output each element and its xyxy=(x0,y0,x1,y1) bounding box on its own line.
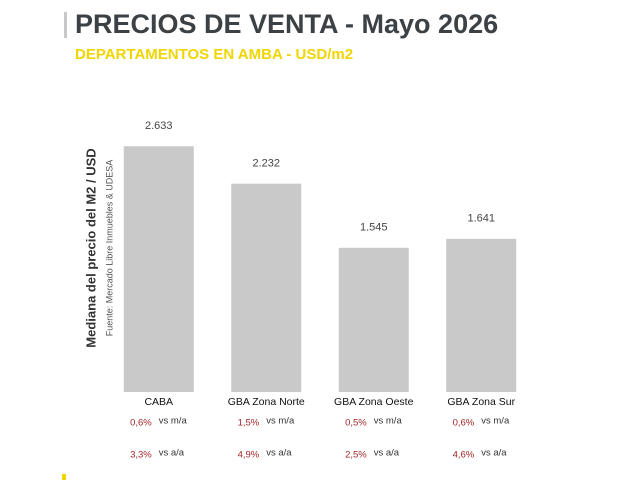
x-tick-label: GBA Zona Sur xyxy=(447,396,515,408)
mom-value: 1,5% xyxy=(238,418,260,429)
x-tick-label: GBA Zona Oeste xyxy=(334,396,414,408)
x-tick-label: CABA xyxy=(144,396,173,408)
yoy-value: 4,6% xyxy=(453,450,475,461)
title-marker xyxy=(64,12,67,38)
mom-label: vs m/a xyxy=(481,416,510,427)
source: Fuente: Mercado Libre Inmuebles & UDESA xyxy=(104,160,114,337)
mom-value: 0,5% xyxy=(345,418,367,429)
mom-label: vs m/a xyxy=(266,416,295,427)
yoy-value: 4,9% xyxy=(238,450,260,461)
yoy-value: 3,3% xyxy=(130,450,152,461)
value-label: 2.633 xyxy=(145,120,173,132)
x-tick-label: GBA Zona Norte xyxy=(228,396,305,408)
yoy-label: vs a/a xyxy=(481,448,507,459)
bar xyxy=(338,247,409,392)
mom-label: vs m/a xyxy=(374,416,403,427)
mom-value: 0,6% xyxy=(130,418,152,429)
mom-value: 0,6% xyxy=(453,418,475,429)
bar xyxy=(123,146,194,392)
y-axis-label: Mediana del precio del M2 / USD xyxy=(83,148,98,347)
mom-label: vs m/a xyxy=(159,416,188,427)
bar xyxy=(231,183,302,392)
value-label: 2.232 xyxy=(252,158,280,170)
footnote-marker xyxy=(62,474,66,480)
yoy-label: vs a/a xyxy=(266,448,292,459)
yoy-value: 2,5% xyxy=(345,450,367,461)
chart-title: PRECIOS DE VENTA - Mayo 2026 xyxy=(75,9,498,39)
value-label: 1.641 xyxy=(467,213,495,225)
value-label: 1.545 xyxy=(360,222,388,234)
chart-subtitle: DEPARTAMENTOS EN AMBA - USD/m2 xyxy=(75,46,353,63)
yoy-label: vs a/a xyxy=(374,448,400,459)
yoy-label: vs a/a xyxy=(159,448,185,459)
bar xyxy=(446,238,517,392)
